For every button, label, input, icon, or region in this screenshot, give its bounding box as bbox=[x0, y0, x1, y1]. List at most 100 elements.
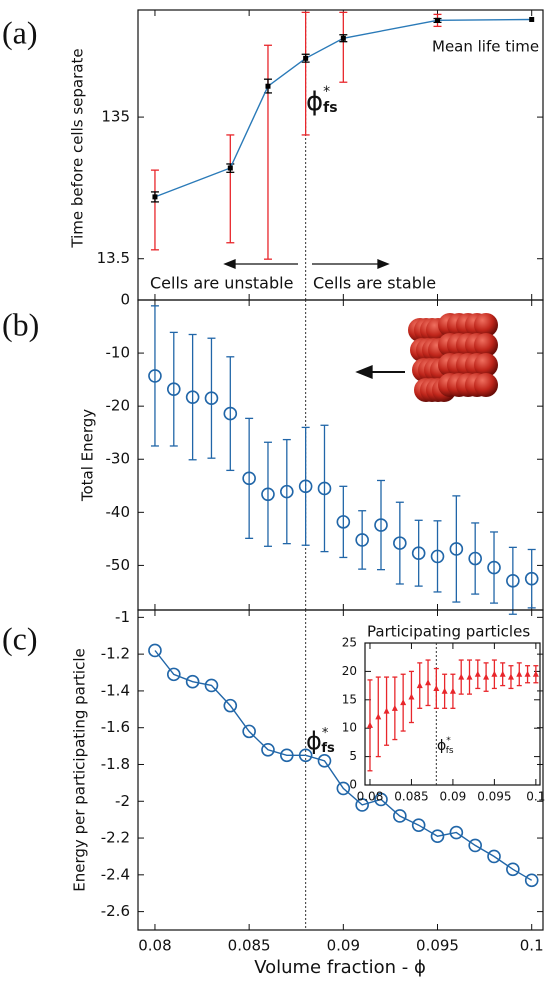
marker bbox=[524, 670, 531, 677]
error-bar bbox=[358, 510, 367, 570]
marker bbox=[474, 670, 481, 677]
marker bbox=[148, 369, 162, 383]
marker bbox=[391, 704, 398, 711]
cluster-ball bbox=[474, 313, 498, 337]
marker bbox=[303, 55, 309, 61]
x-tick-label: 0.1 bbox=[526, 790, 545, 804]
marker bbox=[366, 721, 373, 728]
y-tick-label: -2.2 bbox=[101, 829, 130, 847]
series-line bbox=[154, 650, 533, 881]
spread-bar bbox=[263, 44, 272, 260]
y-tick-label: -10 bbox=[106, 344, 131, 362]
x-tick-label: 0.09 bbox=[440, 790, 467, 804]
marker bbox=[185, 390, 200, 404]
marker bbox=[340, 35, 346, 41]
marker bbox=[468, 838, 482, 853]
error-bar bbox=[226, 356, 235, 472]
marker bbox=[298, 479, 313, 494]
panel-label: (b) bbox=[2, 306, 39, 342]
error-bar bbox=[282, 438, 291, 545]
marker bbox=[449, 687, 456, 694]
marker bbox=[374, 792, 388, 807]
marker bbox=[355, 533, 369, 547]
x-tick-label: 0.095 bbox=[416, 937, 459, 955]
error-bar bbox=[207, 337, 216, 459]
marker bbox=[487, 849, 501, 864]
marker bbox=[242, 471, 256, 486]
y-axis-label: Energy per participating particle bbox=[71, 648, 89, 891]
y-tick-label: -2 bbox=[115, 792, 130, 810]
error-bar bbox=[377, 479, 385, 571]
marker bbox=[317, 754, 332, 768]
marker bbox=[507, 673, 514, 680]
marker bbox=[487, 560, 501, 575]
marker bbox=[524, 873, 539, 888]
y-tick-label: -1.8 bbox=[101, 755, 130, 773]
marker bbox=[458, 673, 465, 680]
marker bbox=[393, 536, 407, 550]
error-bar bbox=[169, 331, 178, 447]
plot-frame bbox=[137, 609, 544, 931]
marker bbox=[280, 748, 294, 763]
y-tick-label: -2.6 bbox=[101, 902, 130, 920]
marker bbox=[298, 748, 313, 763]
marker bbox=[204, 678, 219, 693]
marker bbox=[261, 487, 275, 502]
marker bbox=[425, 679, 432, 686]
error-bar bbox=[320, 424, 329, 553]
x-tick-label: 0.08 bbox=[357, 790, 384, 804]
y-tick-label: -1 bbox=[115, 608, 130, 626]
spread-bar bbox=[339, 11, 348, 83]
annotation: Mean life time bbox=[432, 38, 539, 56]
x-tick-label: 0.085 bbox=[394, 790, 428, 804]
marker bbox=[430, 549, 445, 564]
marker bbox=[185, 674, 200, 689]
spread-bar bbox=[150, 169, 159, 251]
y-tick-label: 5 bbox=[349, 749, 357, 763]
error-bar bbox=[471, 522, 480, 595]
marker bbox=[529, 16, 535, 22]
error-bar bbox=[452, 495, 461, 603]
panel-label: (a) bbox=[2, 14, 38, 50]
phi-label: ϕ* fs bbox=[437, 736, 454, 756]
marker bbox=[336, 781, 351, 796]
marker bbox=[265, 83, 271, 89]
marker bbox=[491, 670, 498, 677]
panel-label: (c) bbox=[2, 620, 38, 656]
y-tick-label: 10 bbox=[342, 721, 357, 735]
y-tick-label: 0 bbox=[120, 291, 130, 309]
marker bbox=[148, 643, 162, 658]
x-tick-label: 0.095 bbox=[477, 790, 511, 804]
marker bbox=[506, 574, 520, 588]
error-bar bbox=[395, 501, 404, 585]
marker bbox=[435, 17, 441, 23]
x-tick-label: 0.085 bbox=[228, 937, 271, 955]
y-tick-label: 25 bbox=[342, 636, 357, 650]
marker bbox=[152, 194, 158, 200]
marker bbox=[227, 165, 233, 171]
marker bbox=[416, 682, 423, 689]
marker bbox=[261, 742, 275, 757]
y-tick-label: -40 bbox=[106, 503, 131, 521]
y-tick-label: -1.4 bbox=[101, 681, 130, 699]
marker bbox=[408, 693, 415, 700]
error-bar bbox=[263, 441, 272, 547]
marker bbox=[223, 406, 238, 421]
marker bbox=[223, 698, 238, 713]
inset-title: Participating particles bbox=[367, 623, 530, 641]
y-tick-label: -2.4 bbox=[101, 865, 130, 883]
spread-bar bbox=[226, 134, 235, 244]
marker bbox=[433, 684, 440, 691]
marker bbox=[466, 673, 473, 680]
marker bbox=[400, 699, 407, 706]
marker bbox=[355, 798, 369, 812]
y-tick-label: 135 bbox=[101, 108, 130, 126]
marker bbox=[393, 809, 407, 823]
error-bar bbox=[150, 305, 159, 447]
y-tick-label: 15 bbox=[342, 692, 357, 706]
phi-label: ϕ* fs bbox=[306, 726, 335, 756]
y-tick-label: -20 bbox=[106, 397, 131, 415]
y-tick-label: 0 bbox=[349, 778, 357, 792]
marker bbox=[499, 670, 506, 677]
marker bbox=[468, 551, 482, 566]
